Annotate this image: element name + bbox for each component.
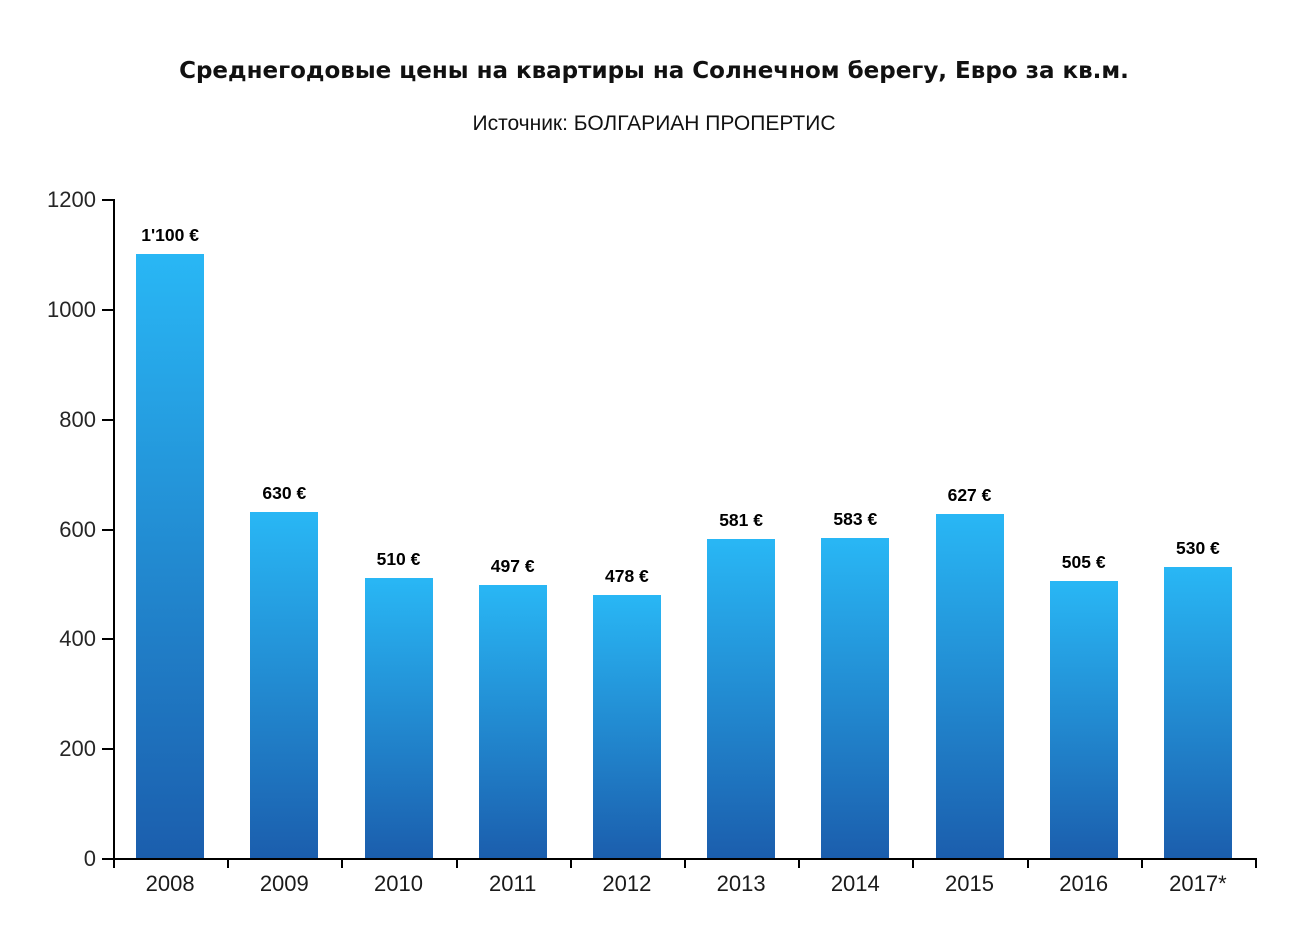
x-axis-label: 2008: [145, 871, 195, 896]
bar-value-label: 478 €: [604, 566, 649, 587]
y-axis-tick: [102, 199, 113, 201]
x-axis-tick: [1255, 860, 1257, 868]
bar-value-label: 630 €: [262, 483, 307, 504]
x-axis-tick: [798, 860, 801, 868]
x-axis-label: 2010: [374, 871, 423, 896]
y-axis-tick-label: 1000: [47, 296, 96, 322]
y-axis-tick: [102, 748, 113, 751]
x-axis-label: 2009: [259, 871, 309, 896]
x-axis-tick: [455, 860, 458, 868]
bar-value-label: 530 €: [1175, 537, 1220, 558]
x-axis-tick: [912, 860, 915, 868]
bar-2011: [478, 585, 547, 858]
x-axis-tick: [341, 860, 344, 868]
bar-value-label: 1'100 €: [141, 224, 199, 245]
x-axis-tick: [113, 860, 115, 868]
bar-value-label: 497 €: [490, 556, 535, 577]
bar-value-label: 510 €: [376, 548, 421, 569]
y-axis-tick-label: 0: [83, 846, 96, 871]
y-axis-tick-label: 1200: [47, 187, 96, 212]
x-axis-label: 2013: [716, 871, 766, 896]
x-axis-tick: [684, 860, 686, 868]
bar-value-label: 581 €: [719, 509, 763, 530]
y-axis-tick: [102, 308, 113, 311]
x-axis-label: 2012: [602, 871, 652, 896]
y-axis-tick: [102, 638, 113, 641]
bar-2009: [250, 512, 319, 858]
chart-title: Среднегодовые цены на квартиры на Солнеч…: [179, 58, 1129, 84]
x-axis-label: 2014: [830, 871, 880, 896]
y-axis-tick-label: 200: [59, 736, 96, 762]
x-axis-tick: [1140, 860, 1143, 868]
bar-2016: [1049, 580, 1118, 858]
y-axis-tick: [102, 418, 113, 421]
bar-2017*: [1163, 566, 1232, 858]
y-axis-tick-label: 600: [59, 516, 96, 542]
y-axis-tick: [102, 528, 113, 531]
x-axis-tick: [569, 860, 572, 868]
bar-2014: [821, 537, 890, 858]
x-axis-label: 2011: [489, 871, 537, 896]
bar-2010: [364, 577, 433, 858]
bar-value-label: 627 €: [947, 484, 992, 505]
x-axis-label: 2017*: [1169, 871, 1227, 896]
y-axis-tick: [102, 858, 113, 860]
x-axis-label: 2015: [945, 871, 994, 896]
x-axis-tick: [1026, 860, 1029, 868]
y-axis-tick-label: 400: [59, 626, 96, 652]
x-axis-label: 2016: [1059, 871, 1109, 896]
x-axis-tick: [227, 860, 230, 868]
bar-value-label: 505 €: [1061, 551, 1106, 572]
bar-value-label: 583 €: [833, 508, 878, 529]
bar-2012: [592, 595, 661, 858]
chart-subtitle: Источник: БОЛГАРИАН ПРОПЕРТИС: [472, 112, 836, 135]
bar-2013: [707, 538, 776, 858]
bar-2015: [935, 513, 1004, 858]
bar-2008: [136, 253, 205, 858]
x-axis-line: [113, 858, 1257, 860]
y-axis-tick-label: 800: [59, 406, 96, 432]
y-axis-line: [113, 199, 115, 860]
